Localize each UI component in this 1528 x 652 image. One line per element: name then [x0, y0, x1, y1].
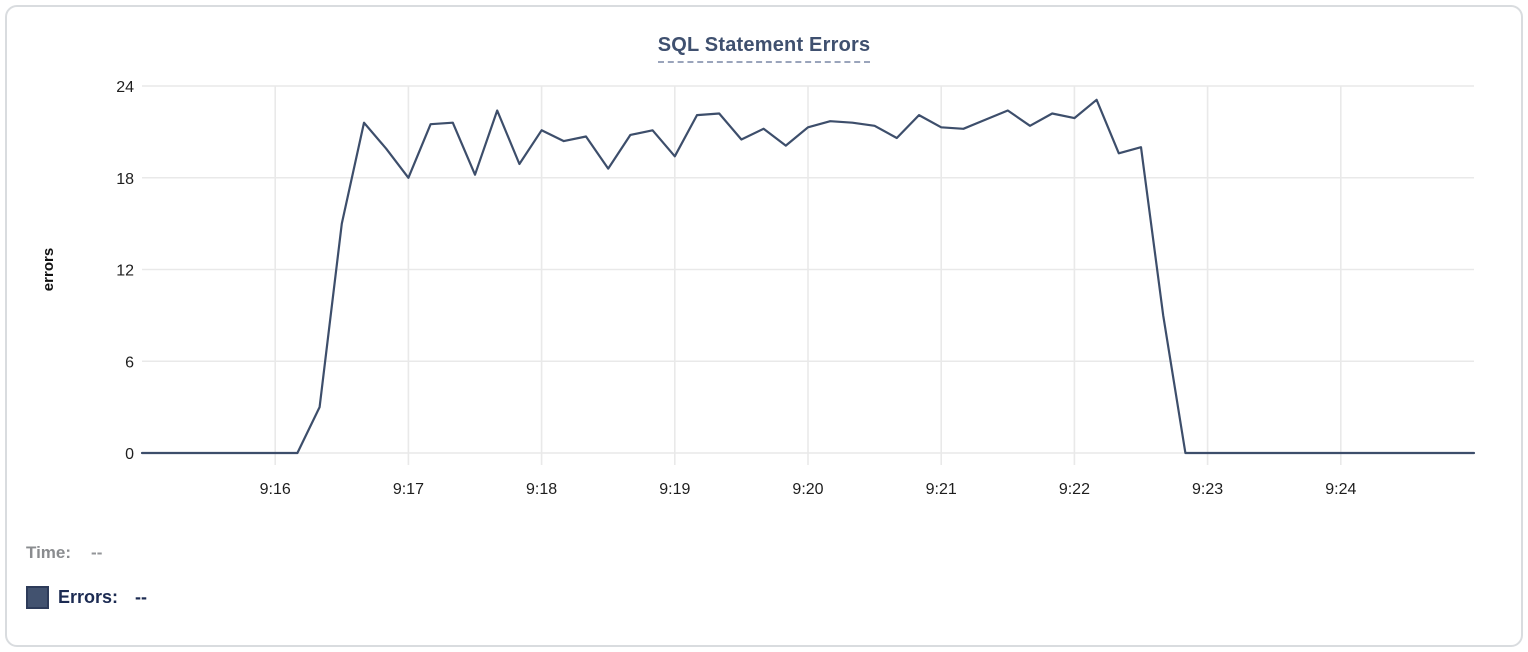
errors-series-swatch	[26, 586, 49, 609]
x-tick-label: 9:19	[659, 481, 690, 498]
errors-label: Errors:	[58, 587, 119, 607]
x-tick-label: 9:16	[260, 481, 291, 498]
errors-series-line	[140, 98, 1476, 455]
y-tick-label: 18	[116, 171, 134, 188]
chart-header: SQL Statement Errors	[7, 34, 1521, 63]
x-tick-label: 9:18	[526, 481, 557, 498]
y-tick-label: 12	[116, 263, 134, 280]
x-tick-label: 9:21	[926, 481, 957, 498]
x-tick-label: 9:23	[1192, 481, 1223, 498]
hover-readout-time: Time: --	[26, 543, 102, 563]
y-tick-label: 6	[125, 354, 134, 371]
chart-card: SQL Statement Errors 0 6 12 18 24 9:16 9:17 9:1…	[5, 5, 1523, 647]
line-chart[interactable]: 0 6 12 18 24 9:16 9:17 9:18 9:19 9:20 9:21 9:22 9:23…	[7, 64, 1525, 514]
time-label: Time:	[26, 543, 72, 562]
x-tick-label: 9:20	[792, 481, 823, 498]
x-tick-label: 9:24	[1325, 481, 1356, 498]
time-value: --	[91, 543, 103, 562]
y-tick-label: 24	[116, 79, 134, 96]
y-axis-title: errors	[40, 248, 57, 291]
hover-readout-errors: Errors: --	[26, 586, 147, 609]
chart-title[interactable]: SQL Statement Errors	[657, 34, 871, 63]
errors-value: --	[135, 587, 148, 607]
y-tick-label: 0	[125, 446, 134, 463]
x-tick-label: 9:17	[393, 481, 424, 498]
x-tick-label: 9:22	[1059, 481, 1090, 498]
